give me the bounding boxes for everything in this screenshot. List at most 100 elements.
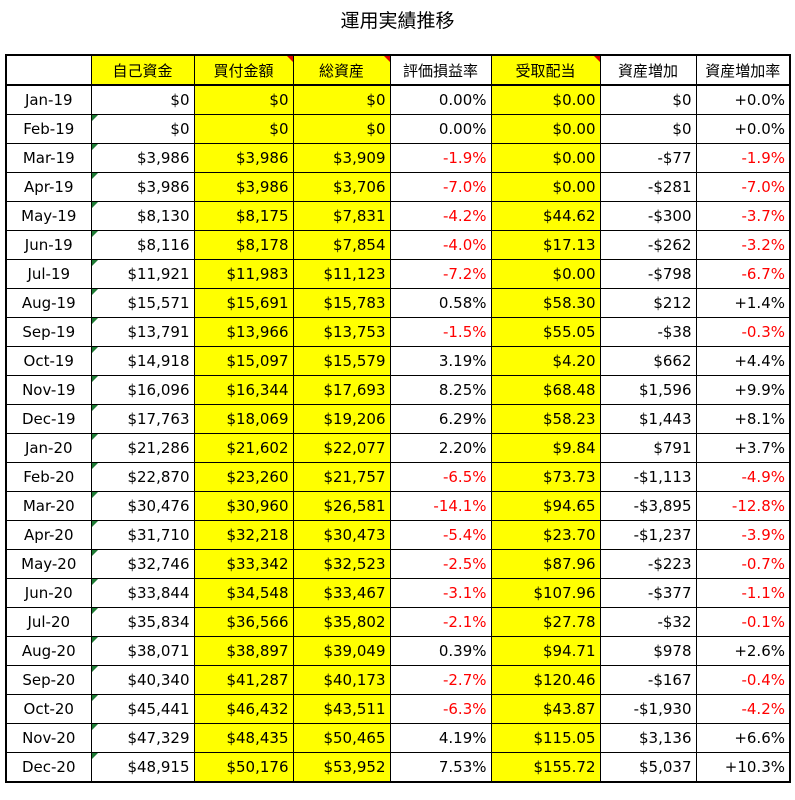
cell-month[interactable]: Jul-20 (5, 607, 92, 637)
cell-asset-increase-rate[interactable]: -0.1% (695, 607, 791, 637)
cell-asset-increase-rate[interactable]: +3.7% (695, 433, 791, 463)
cell-dividends[interactable]: $58.23 (490, 404, 601, 434)
cell-total-assets[interactable]: $13,753 (292, 317, 391, 347)
header-month[interactable] (5, 54, 92, 86)
cell-unrealized-rate[interactable]: 3.19% (389, 346, 492, 376)
cell-asset-increase-rate[interactable]: +1.4% (695, 288, 791, 318)
cell-month[interactable]: Nov-19 (5, 375, 92, 405)
cell-month[interactable]: Apr-19 (5, 172, 92, 202)
cell-asset-increase-rate[interactable]: +8.1% (695, 404, 791, 434)
cell-own-funds[interactable]: $45,441 (90, 694, 195, 724)
cell-unrealized-rate[interactable]: -5.4% (389, 520, 492, 550)
cell-dividends[interactable]: $94.71 (490, 636, 601, 666)
cell-asset-increase[interactable]: $5,037 (599, 752, 697, 783)
cell-unrealized-rate[interactable]: -1.9% (389, 143, 492, 173)
cell-dividends[interactable]: $55.05 (490, 317, 601, 347)
cell-own-funds[interactable]: $16,096 (90, 375, 195, 405)
cell-total-assets[interactable]: $30,473 (292, 520, 391, 550)
cell-dividends[interactable]: $17.13 (490, 230, 601, 260)
cell-own-funds[interactable]: $0 (90, 114, 195, 144)
cell-own-funds[interactable]: $0 (90, 84, 195, 115)
cell-unrealized-rate[interactable]: 7.53% (389, 752, 492, 783)
cell-unrealized-rate[interactable]: -4.0% (389, 230, 492, 260)
cell-month[interactable]: May-19 (5, 201, 92, 231)
cell-asset-increase[interactable]: -$798 (599, 259, 697, 289)
cell-total-assets[interactable]: $15,783 (292, 288, 391, 318)
cell-total-assets[interactable]: $53,952 (292, 752, 391, 783)
cell-asset-increase[interactable]: $0 (599, 114, 697, 144)
cell-dividends[interactable]: $23.70 (490, 520, 601, 550)
cell-dividends[interactable]: $0.00 (490, 143, 601, 173)
cell-asset-increase-rate[interactable]: +4.4% (695, 346, 791, 376)
cell-asset-increase-rate[interactable]: -3.9% (695, 520, 791, 550)
cell-asset-increase[interactable]: -$32 (599, 607, 697, 637)
cell-total-assets[interactable]: $19,206 (292, 404, 391, 434)
cell-purchase-amount[interactable]: $3,986 (193, 143, 294, 173)
header-own-funds[interactable]: 自己資金 (90, 54, 195, 86)
cell-month[interactable]: May-20 (5, 549, 92, 579)
cell-own-funds[interactable]: $15,571 (90, 288, 195, 318)
cell-own-funds[interactable]: $8,130 (90, 201, 195, 231)
cell-dividends[interactable]: $44.62 (490, 201, 601, 231)
cell-own-funds[interactable]: $38,071 (90, 636, 195, 666)
cell-month[interactable]: Jun-20 (5, 578, 92, 608)
cell-unrealized-rate[interactable]: -7.2% (389, 259, 492, 289)
cell-total-assets[interactable]: $39,049 (292, 636, 391, 666)
cell-own-funds[interactable]: $40,340 (90, 665, 195, 695)
cell-asset-increase[interactable]: -$223 (599, 549, 697, 579)
cell-asset-increase[interactable]: $791 (599, 433, 697, 463)
cell-dividends[interactable]: $94.65 (490, 491, 601, 521)
cell-purchase-amount[interactable]: $15,097 (193, 346, 294, 376)
cell-month[interactable]: Nov-20 (5, 723, 92, 753)
cell-asset-increase-rate[interactable]: -0.4% (695, 665, 791, 695)
cell-total-assets[interactable]: $22,077 (292, 433, 391, 463)
cell-month[interactable]: Aug-19 (5, 288, 92, 318)
cell-asset-increase-rate[interactable]: -1.9% (695, 143, 791, 173)
cell-unrealized-rate[interactable]: -6.3% (389, 694, 492, 724)
cell-asset-increase[interactable]: -$38 (599, 317, 697, 347)
cell-total-assets[interactable]: $35,802 (292, 607, 391, 637)
cell-purchase-amount[interactable]: $46,432 (193, 694, 294, 724)
cell-unrealized-rate[interactable]: -3.1% (389, 578, 492, 608)
header-asset-increase[interactable]: 資産増加 (599, 54, 697, 86)
cell-purchase-amount[interactable]: $32,218 (193, 520, 294, 550)
cell-asset-increase-rate[interactable]: -6.7% (695, 259, 791, 289)
cell-total-assets[interactable]: $33,467 (292, 578, 391, 608)
cell-asset-increase-rate[interactable]: -3.2% (695, 230, 791, 260)
cell-purchase-amount[interactable]: $3,986 (193, 172, 294, 202)
cell-unrealized-rate[interactable]: -6.5% (389, 462, 492, 492)
cell-total-assets[interactable]: $32,523 (292, 549, 391, 579)
cell-unrealized-rate[interactable]: -1.5% (389, 317, 492, 347)
cell-total-assets[interactable]: $17,693 (292, 375, 391, 405)
cell-own-funds[interactable]: $48,915 (90, 752, 195, 783)
cell-month[interactable]: Jan-19 (5, 84, 92, 115)
cell-unrealized-rate[interactable]: 6.29% (389, 404, 492, 434)
cell-purchase-amount[interactable]: $50,176 (193, 752, 294, 783)
cell-month[interactable]: Feb-19 (5, 114, 92, 144)
cell-month[interactable]: Sep-19 (5, 317, 92, 347)
cell-asset-increase[interactable]: -$1,237 (599, 520, 697, 550)
cell-unrealized-rate[interactable]: -2.7% (389, 665, 492, 695)
cell-asset-increase[interactable]: -$377 (599, 578, 697, 608)
cell-total-assets[interactable]: $7,831 (292, 201, 391, 231)
cell-asset-increase-rate[interactable]: +9.9% (695, 375, 791, 405)
cell-month[interactable]: Oct-19 (5, 346, 92, 376)
cell-month[interactable]: Feb-20 (5, 462, 92, 492)
cell-dividends[interactable]: $107.96 (490, 578, 601, 608)
cell-month[interactable]: Oct-20 (5, 694, 92, 724)
cell-month[interactable]: Jul-19 (5, 259, 92, 289)
cell-asset-increase[interactable]: -$77 (599, 143, 697, 173)
cell-purchase-amount[interactable]: $21,602 (193, 433, 294, 463)
cell-unrealized-rate[interactable]: 0.39% (389, 636, 492, 666)
cell-purchase-amount[interactable]: $15,691 (193, 288, 294, 318)
cell-asset-increase-rate[interactable]: +0.0% (695, 114, 791, 144)
cell-asset-increase-rate[interactable]: +0.0% (695, 84, 791, 115)
cell-unrealized-rate[interactable]: -4.2% (389, 201, 492, 231)
cell-asset-increase-rate[interactable]: -12.8% (695, 491, 791, 521)
cell-total-assets[interactable]: $21,757 (292, 462, 391, 492)
cell-asset-increase-rate[interactable]: -0.7% (695, 549, 791, 579)
cell-dividends[interactable]: $9.84 (490, 433, 601, 463)
cell-asset-increase[interactable]: $3,136 (599, 723, 697, 753)
cell-own-funds[interactable]: $32,746 (90, 549, 195, 579)
cell-unrealized-rate[interactable]: 8.25% (389, 375, 492, 405)
